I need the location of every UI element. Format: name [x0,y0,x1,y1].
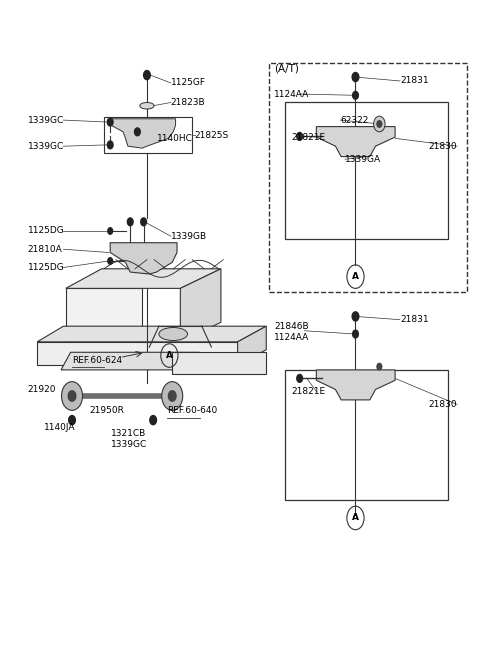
Circle shape [353,330,359,338]
Text: 21823B: 21823B [171,98,205,107]
Circle shape [377,121,382,127]
Circle shape [297,375,302,383]
Circle shape [108,118,113,126]
Text: 1140JA: 1140JA [44,422,76,432]
Circle shape [69,415,75,424]
Polygon shape [180,269,221,342]
Text: 21810A: 21810A [28,245,62,253]
Circle shape [352,312,359,321]
Circle shape [297,132,302,140]
Ellipse shape [140,102,154,109]
Text: 21831: 21831 [400,77,429,85]
Circle shape [68,391,76,402]
Text: 1321CB: 1321CB [111,429,146,438]
Text: 1339GA: 1339GA [345,155,381,164]
Circle shape [168,391,176,402]
Circle shape [141,218,146,226]
Polygon shape [66,288,142,342]
Polygon shape [111,119,176,148]
Circle shape [352,73,359,82]
Circle shape [373,116,385,132]
Circle shape [150,415,156,424]
Text: 1125DG: 1125DG [28,263,64,272]
Bar [104,117,192,153]
Polygon shape [61,352,199,370]
Circle shape [127,218,133,226]
Circle shape [108,257,113,264]
Polygon shape [316,126,395,157]
Text: 21821E: 21821E [291,132,325,141]
Text: 1339GC: 1339GC [111,440,147,449]
Polygon shape [37,342,238,365]
Text: 21830: 21830 [429,400,457,409]
Text: 1339GB: 1339GB [171,232,207,240]
Text: 21821E: 21821E [291,387,325,396]
Ellipse shape [159,328,188,341]
Text: (A/T): (A/T) [275,63,299,73]
Polygon shape [172,352,266,375]
Text: 1124AA: 1124AA [275,333,310,342]
Circle shape [144,71,150,80]
Text: 21825S: 21825S [195,130,229,140]
Polygon shape [66,269,221,288]
Polygon shape [316,370,395,400]
Circle shape [162,382,183,410]
Polygon shape [37,326,266,342]
Text: 21846B: 21846B [275,322,309,331]
Text: 21920: 21920 [28,385,56,394]
Bar [269,64,467,291]
Text: 21950R: 21950R [90,407,124,415]
Text: 1339GC: 1339GC [28,115,64,124]
Polygon shape [238,326,266,365]
Polygon shape [110,243,177,274]
Text: REF.60-640: REF.60-640 [168,407,218,415]
Circle shape [61,382,83,410]
Text: A: A [352,514,359,523]
Text: 1125GF: 1125GF [171,79,206,87]
Text: A: A [352,272,359,281]
Text: 1125DG: 1125DG [28,227,64,235]
Bar [285,370,447,500]
Text: 1140HC: 1140HC [156,134,192,143]
Circle shape [108,141,113,149]
Text: 62322: 62322 [340,115,369,124]
Text: A: A [166,351,173,360]
Text: 1339GC: 1339GC [28,141,64,151]
Text: REF.60-624: REF.60-624 [72,356,122,365]
Circle shape [134,128,140,136]
Text: 21830: 21830 [429,141,457,151]
Circle shape [353,92,359,99]
Circle shape [108,228,113,234]
Circle shape [377,364,382,370]
Bar [285,102,447,240]
Text: 1124AA: 1124AA [275,90,310,98]
Text: 21831: 21831 [400,315,429,324]
